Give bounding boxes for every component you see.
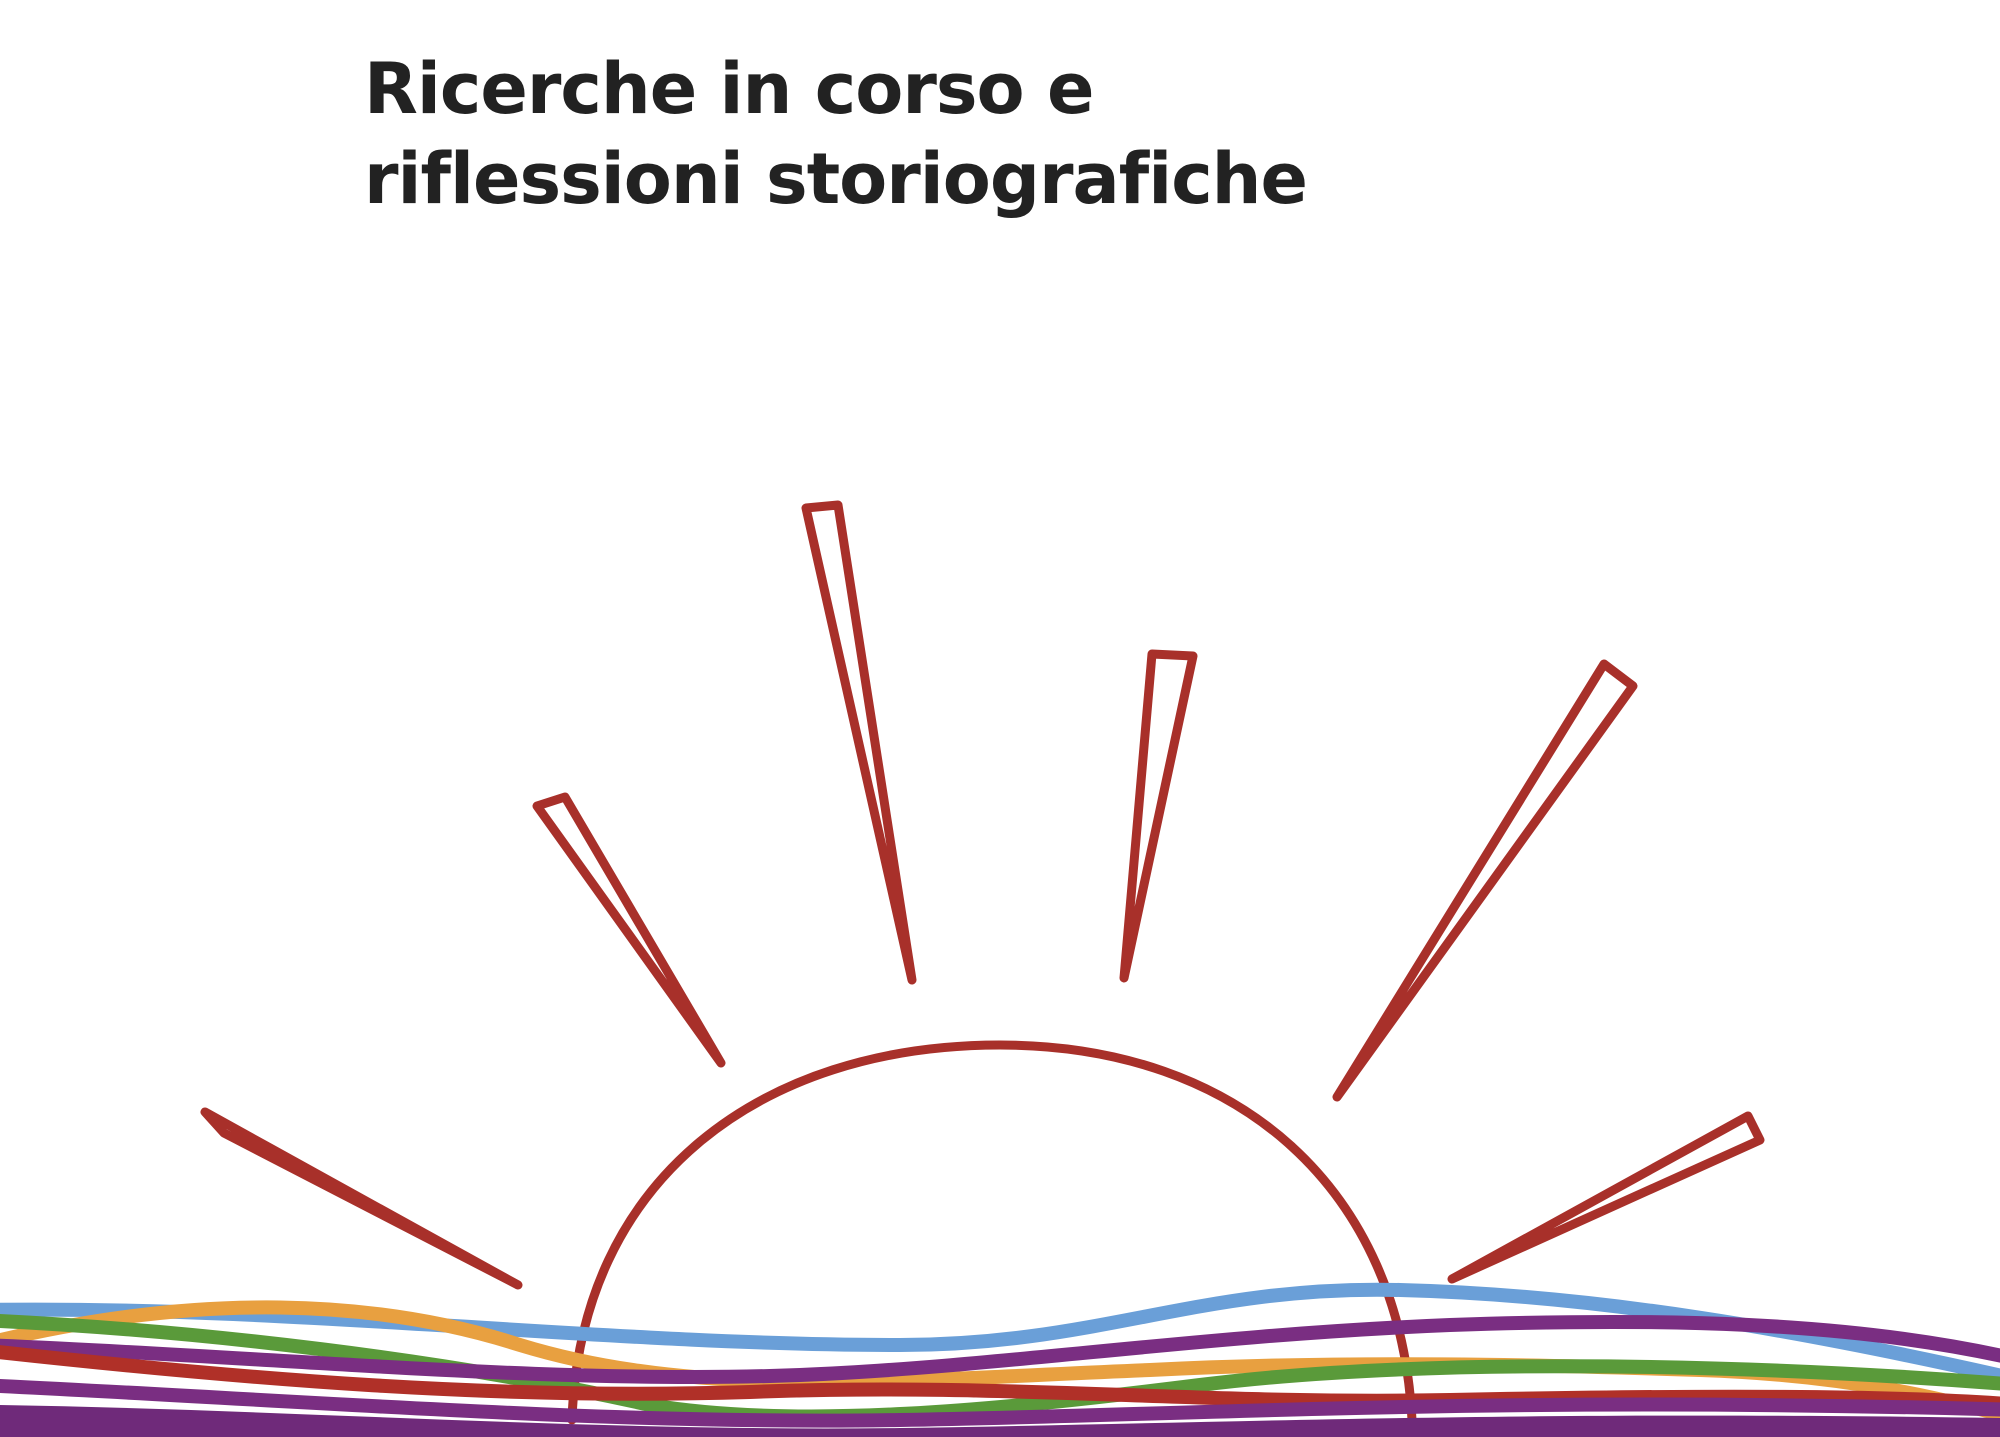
cover-title: Ricerche in corso e riflessioni storiogr…	[364, 44, 1308, 224]
cover-title-line-2: riflessioni storiografiche	[364, 138, 1308, 220]
wave-purple	[0, 1314, 2000, 1385]
sun-ray-far-right	[1447, 1111, 1765, 1284]
cover-title-line-1: Ricerche in corso e	[364, 48, 1094, 130]
bottom-purple-band	[0, 1405, 2000, 1437]
sun-rays	[200, 500, 1765, 1290]
sun-ray-center-left	[801, 500, 917, 985]
sun-ray-far-left	[200, 1107, 523, 1290]
sun-ray-left	[532, 792, 726, 1068]
wave-purple-lower	[0, 1378, 2000, 1428]
wave-red	[0, 1345, 2000, 1411]
waves	[0, 1282, 2000, 1428]
wave-green	[0, 1313, 2000, 1424]
sun-disk	[567, 1040, 1417, 1425]
sun-ray-right	[1332, 659, 1638, 1102]
sun-ray-center-right	[1119, 649, 1198, 983]
